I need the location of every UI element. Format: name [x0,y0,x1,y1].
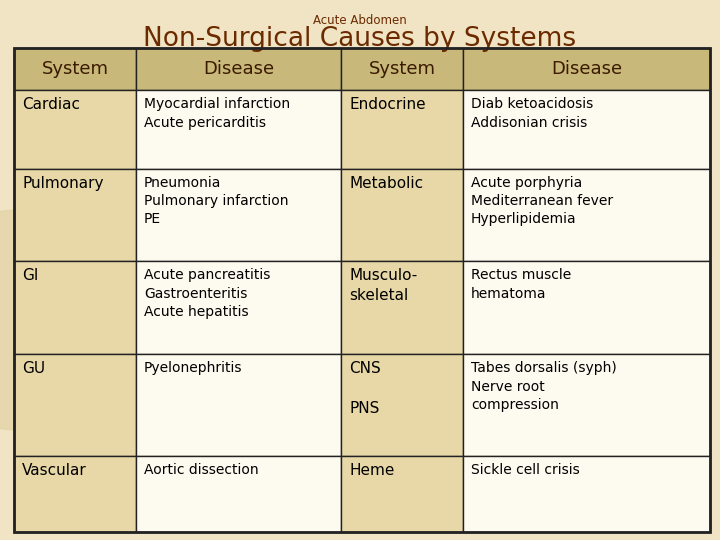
Text: Disease: Disease [551,60,622,78]
Bar [463,456,710,532]
Bar [463,48,710,90]
Bar [341,168,463,261]
Text: Pyelonephritis: Pyelonephritis [144,361,243,375]
Bar [14,354,136,456]
Text: Acute porphyria
Mediterranean fever
Hyperlipidemia: Acute porphyria Mediterranean fever Hype… [471,176,613,226]
Text: Disease: Disease [203,60,274,78]
Bar [136,168,341,261]
Bar [341,90,463,168]
Bar [14,261,136,354]
Text: Vascular: Vascular [22,463,86,478]
Text: Cardiac: Cardiac [22,97,80,112]
Text: Myocardial infarction
Acute pericarditis: Myocardial infarction Acute pericarditis [144,97,290,130]
Circle shape [0,240,98,400]
Text: Pneumonia
Pulmonary infarction
PE: Pneumonia Pulmonary infarction PE [144,176,288,226]
Text: System: System [369,60,436,78]
Bar [136,90,341,168]
Bar [136,48,341,90]
Text: Acute pancreatitis
Gastroenteritis
Acute hepatitis: Acute pancreatitis Gastroenteritis Acute… [144,268,270,319]
Text: Musculo-
skeletal: Musculo- skeletal [349,268,418,303]
Text: GI: GI [22,268,38,284]
Circle shape [0,210,128,430]
Text: Acute Abdomen: Acute Abdomen [313,14,407,27]
Text: Endocrine: Endocrine [349,97,426,112]
Bar [136,354,341,456]
Text: CNS

PNS: CNS PNS [349,361,381,416]
Text: Heme: Heme [349,463,395,478]
Bar [136,456,341,532]
Text: Tabes dorsalis (syph)
Nerve root
compression: Tabes dorsalis (syph) Nerve root compres… [471,361,616,412]
Text: System: System [42,60,109,78]
Bar [463,90,710,168]
Bar [14,48,710,532]
Bar [14,168,136,261]
Bar [341,48,463,90]
Bar [463,261,710,354]
Bar [341,456,463,532]
Bar [341,354,463,456]
Bar [136,261,341,354]
Bar [463,168,710,261]
Bar [14,90,136,168]
Bar [341,261,463,354]
Text: Diab ketoacidosis
Addisonian crisis: Diab ketoacidosis Addisonian crisis [471,97,593,130]
Bar [14,48,136,90]
Text: Sickle cell crisis: Sickle cell crisis [471,463,580,477]
Bar [463,354,710,456]
Text: Non-Surgical Causes by Systems: Non-Surgical Causes by Systems [143,26,577,52]
Text: Rectus muscle
hematoma: Rectus muscle hematoma [471,268,571,301]
Bar [14,456,136,532]
Text: Metabolic: Metabolic [349,176,423,191]
Text: Pulmonary: Pulmonary [22,176,104,191]
Text: Aortic dissection: Aortic dissection [144,463,258,477]
Text: GU: GU [22,361,45,376]
